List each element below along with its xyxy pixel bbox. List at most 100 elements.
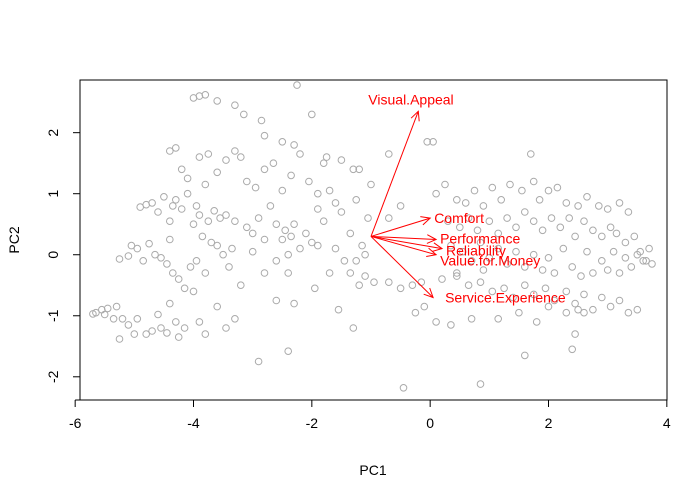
data-point xyxy=(130,330,139,338)
data-point xyxy=(311,284,319,293)
data-point xyxy=(331,244,340,253)
data-point xyxy=(627,263,636,271)
y-tick-label: -1 xyxy=(45,309,61,322)
data-point xyxy=(453,272,461,280)
data-point xyxy=(337,208,346,216)
data-point xyxy=(494,229,503,238)
data-point xyxy=(296,244,304,253)
data-point xyxy=(467,257,476,265)
data-point xyxy=(231,315,239,323)
data-point xyxy=(148,199,156,207)
data-point xyxy=(192,257,201,265)
data-point xyxy=(293,81,301,89)
data-point xyxy=(243,223,251,232)
data-point xyxy=(420,302,429,311)
data-point xyxy=(163,260,171,268)
data-point xyxy=(521,351,529,360)
data-point xyxy=(243,177,251,186)
data-point xyxy=(385,278,393,287)
data-point xyxy=(598,257,606,265)
data-point xyxy=(367,180,375,189)
data-point xyxy=(352,196,361,204)
data-point xyxy=(257,116,266,125)
data-point xyxy=(154,310,162,319)
data-point xyxy=(361,272,369,280)
data-point xyxy=(580,217,588,225)
loading-label: Comfort xyxy=(434,210,484,226)
data-point xyxy=(222,156,230,164)
data-point xyxy=(222,324,230,332)
data-point xyxy=(142,330,150,338)
data-point xyxy=(612,229,621,238)
loading-label: Performance xyxy=(440,231,520,247)
data-point xyxy=(642,257,650,265)
data-point xyxy=(630,232,639,241)
data-point xyxy=(240,110,248,119)
data-point xyxy=(124,252,133,260)
data-point xyxy=(290,220,298,228)
data-point xyxy=(189,220,198,228)
data-point xyxy=(485,217,494,225)
y-tick-label: 0 xyxy=(45,251,61,259)
data-point xyxy=(568,263,577,271)
data-point xyxy=(589,269,597,277)
data-point xyxy=(606,302,615,311)
loading-label: Visual.Appeal xyxy=(368,91,453,107)
data-point xyxy=(355,165,364,174)
y-axis-title: PC2 xyxy=(6,226,22,253)
data-point xyxy=(580,308,588,317)
data-point xyxy=(222,211,230,219)
loading-arrow xyxy=(370,236,434,298)
data-point xyxy=(598,232,606,241)
data-point xyxy=(172,196,180,204)
data-point xyxy=(296,150,304,158)
data-point xyxy=(538,266,547,274)
loading-arrow xyxy=(370,217,431,237)
data-point xyxy=(396,202,405,210)
data-point xyxy=(521,281,529,290)
data-point xyxy=(571,299,579,308)
data-point xyxy=(535,196,544,204)
data-point xyxy=(385,150,393,158)
data-point xyxy=(115,255,124,263)
data-point xyxy=(624,208,633,216)
data-point xyxy=(254,357,263,366)
data-point xyxy=(598,293,606,302)
data-point xyxy=(488,287,497,296)
loading-arrow-head xyxy=(410,110,420,122)
data-point xyxy=(172,318,180,326)
data-point xyxy=(512,223,520,232)
data-point xyxy=(453,269,461,277)
data-point xyxy=(518,186,526,195)
data-point xyxy=(337,156,346,164)
data-point xyxy=(529,217,538,225)
data-point xyxy=(112,302,121,311)
data-point xyxy=(544,302,553,311)
data-point xyxy=(355,281,364,290)
data-point xyxy=(260,165,269,174)
data-point xyxy=(231,101,239,109)
data-point xyxy=(464,214,473,222)
plot-frame xyxy=(79,79,668,401)
loading-arrow xyxy=(370,235,443,250)
data-point xyxy=(254,214,263,222)
data-point xyxy=(583,247,591,256)
data-point xyxy=(423,138,432,146)
data-point xyxy=(334,305,343,314)
data-point xyxy=(272,220,281,228)
data-point xyxy=(210,207,218,215)
data-point xyxy=(180,284,189,293)
data-point xyxy=(169,202,177,210)
data-point xyxy=(216,214,224,222)
data-point xyxy=(571,330,579,338)
data-point xyxy=(103,304,112,313)
data-point xyxy=(314,241,322,250)
data-point xyxy=(500,284,508,293)
data-point xyxy=(192,202,201,210)
data-point xyxy=(109,315,118,323)
data-point xyxy=(476,380,485,388)
data-point xyxy=(521,208,529,216)
loading-arrow-head xyxy=(423,287,434,299)
data-point xyxy=(145,239,153,248)
data-point xyxy=(100,310,109,319)
